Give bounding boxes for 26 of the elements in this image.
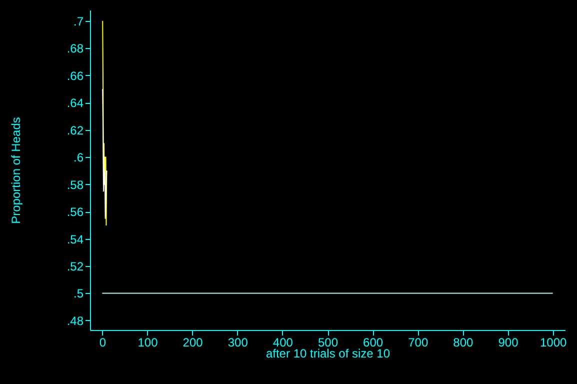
- y-tick-label: .62: [66, 123, 84, 138]
- x-tick-label: 500: [318, 336, 338, 350]
- y-tick-label: .64: [66, 96, 84, 110]
- x-tick-label: 0: [99, 336, 106, 350]
- x-tick-label: 600: [363, 336, 384, 350]
- x-axis-title: after 10 trials of size 10: [266, 346, 390, 360]
- y-tick-label: .6: [73, 150, 84, 165]
- y-tick-label: .48: [66, 314, 84, 328]
- x-tick-label: 400: [272, 336, 294, 350]
- y-tick-label: .56: [66, 205, 84, 220]
- y-tick-label: .52: [66, 260, 84, 274]
- y-tick-label: .66: [66, 68, 84, 83]
- y-tick-label: .5: [73, 286, 84, 301]
- x-tick-label: 1000: [540, 336, 567, 350]
- y-tick-label: .58: [66, 178, 84, 192]
- line-series: [102, 88, 108, 219]
- x-tick-label: 900: [498, 336, 519, 350]
- x-tick-label: 800: [453, 336, 474, 350]
- x-tick-label: 300: [228, 336, 248, 350]
- y-axis-title: Proportion of Heads: [8, 117, 23, 224]
- y-tick-label: .7: [73, 14, 84, 28]
- y-tick-label: .68: [66, 42, 84, 56]
- x-tick-label: 200: [182, 336, 204, 350]
- x-tick-label: 100: [138, 336, 158, 350]
- y-tick-label: .54: [66, 232, 84, 246]
- x-tick-label: 700: [408, 336, 428, 350]
